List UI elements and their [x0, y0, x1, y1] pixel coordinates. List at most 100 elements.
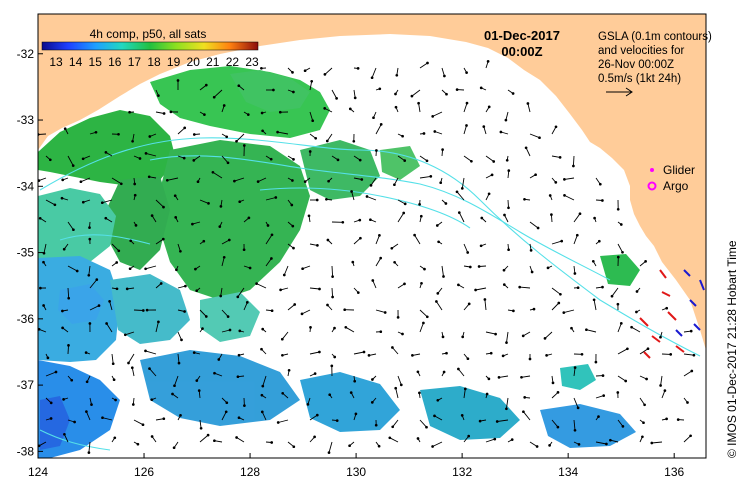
- velocity-arrow-head: [644, 404, 646, 406]
- velocity-arrow-head: [483, 126, 485, 128]
- velocity-arrow-head: [458, 368, 460, 370]
- velocity-arrow-head: [444, 75, 446, 77]
- velocity-arrow-head: [445, 203, 447, 205]
- velocity-arrow-head: [506, 342, 508, 344]
- velocity-arrow-head: [397, 317, 399, 319]
- velocity-arrow-head: [261, 67, 263, 69]
- velocity-arrow-head: [310, 327, 312, 329]
- velocity-arrow-head: [471, 160, 473, 162]
- velocity-arrow-head: [326, 198, 328, 200]
- velocity-arrow-head: [88, 452, 90, 454]
- velocity-arrow-head: [271, 258, 273, 260]
- velocity-arrow-head: [262, 385, 264, 387]
- velocity-arrow-head: [292, 72, 294, 74]
- x-tick-label: 128: [240, 465, 260, 479]
- velocity-arrow-head: [502, 355, 504, 357]
- velocity-arrow-head: [574, 273, 576, 275]
- velocity-arrow-head: [271, 310, 273, 312]
- velocity-arrow-head: [39, 217, 41, 219]
- y-tick-label: -34: [17, 179, 35, 193]
- velocity-arrow-head: [324, 108, 326, 110]
- velocity-arrow-head: [574, 429, 576, 431]
- velocity-arrow-head: [106, 323, 108, 325]
- velocity-arrow-head: [434, 415, 436, 417]
- velocity-arrow-head: [205, 84, 207, 86]
- velocity-arrow-head: [380, 124, 382, 126]
- velocity-arrow-head: [357, 68, 359, 70]
- velocity-arrow-head: [72, 165, 74, 167]
- velocity-arrow-head: [404, 283, 406, 285]
- velocity-arrow-head: [440, 182, 442, 184]
- velocity-arrow-head: [617, 392, 619, 394]
- velocity-arrow-head: [384, 312, 386, 314]
- velocity-arrow-head: [113, 379, 115, 381]
- velocity-arrow-head: [592, 260, 594, 262]
- velocity-arrow-head: [193, 160, 195, 162]
- velocity-arrow-head: [316, 199, 318, 201]
- velocity-arrow-head: [280, 289, 282, 291]
- velocity-arrow-head: [561, 240, 563, 242]
- velocity-arrow-head: [371, 402, 373, 404]
- velocity-arrow-head: [256, 283, 258, 285]
- velocity-arrow-head: [555, 126, 557, 128]
- velocity-arrow-head: [360, 237, 362, 239]
- velocity-arrow-head: [128, 362, 130, 364]
- velocity-arrow-head: [423, 322, 425, 324]
- velocity-arrow-head: [523, 411, 525, 413]
- velocity-arrow-head: [345, 326, 347, 328]
- velocity-arrow-head: [555, 182, 557, 184]
- velocity-arrow-head: [557, 392, 559, 394]
- velocity-arrow-head: [184, 311, 186, 313]
- velocity-arrow-head: [456, 191, 458, 193]
- velocity-arrow-head: [602, 200, 604, 202]
- velocity-arrow-head: [430, 176, 432, 178]
- velocity-arrow-head: [493, 161, 495, 163]
- velocity-arrow-head: [202, 328, 204, 330]
- velocity-arrow-head: [163, 113, 165, 115]
- velocity-arrow-head: [151, 436, 153, 438]
- velocity-arrow-head: [466, 125, 468, 127]
- velocity-arrow-head: [378, 445, 380, 447]
- y-tick-label: -33: [17, 113, 35, 127]
- velocity-arrow-head: [355, 413, 357, 415]
- velocity-arrow-head: [443, 371, 445, 373]
- velocity-arrow-head: [132, 404, 134, 406]
- velocity-arrow-head: [226, 402, 228, 404]
- velocity-arrow-head: [373, 117, 375, 119]
- velocity-arrow-head: [479, 420, 481, 422]
- velocity-arrow-head: [63, 248, 65, 250]
- velocity-arrow-head: [636, 311, 638, 313]
- velocity-arrow-head: [620, 323, 622, 325]
- velocity-arrow-head: [370, 185, 372, 187]
- velocity-arrow-head: [500, 131, 502, 133]
- velocity-arrow-head: [88, 274, 90, 276]
- velocity-arrow-head: [647, 348, 649, 350]
- velocity-arrow-head: [442, 336, 444, 338]
- velocity-arrow-head: [319, 288, 321, 290]
- velocity-arrow-head: [317, 245, 319, 247]
- velocity-arrow-head: [208, 203, 210, 205]
- velocity-arrow-head: [158, 95, 160, 97]
- colorbar-tick-label: 18: [147, 55, 161, 69]
- velocity-arrow-head: [62, 310, 64, 312]
- velocity-arrow-head: [145, 153, 147, 155]
- velocity-arrow-head: [220, 295, 222, 297]
- colorbar-tick-label: 23: [245, 55, 259, 69]
- velocity-arrow-head: [270, 158, 272, 160]
- velocity-arrow-head: [480, 245, 482, 247]
- info-line-2: and velocities for: [598, 45, 684, 57]
- velocity-arrow-head: [533, 308, 535, 310]
- velocity-arrow-head: [86, 381, 88, 383]
- map-time: 00:00Z: [501, 44, 542, 59]
- velocity-arrow-head: [247, 114, 249, 116]
- velocity-arrow-head: [617, 256, 619, 258]
- velocity-arrow-head: [315, 137, 317, 139]
- velocity-arrow-head: [627, 348, 629, 350]
- velocity-arrow-head: [359, 219, 361, 221]
- velocity-arrow-head: [134, 194, 136, 196]
- velocity-arrow-head: [283, 274, 285, 276]
- velocity-arrow-head: [372, 280, 374, 282]
- velocity-arrow-head: [456, 89, 458, 91]
- velocity-arrow-head: [176, 269, 178, 271]
- x-tick-label: 136: [664, 465, 684, 479]
